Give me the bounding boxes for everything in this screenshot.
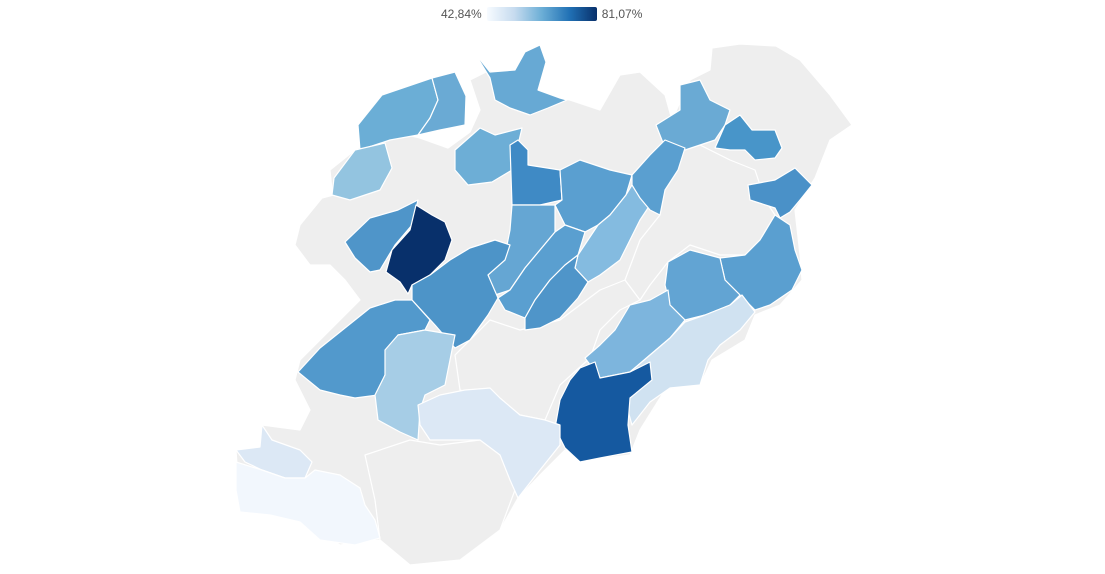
map-region-w-mid-blue[interactable] [344, 199, 419, 273]
map-region-s-pale[interactable] [417, 387, 561, 499]
map-region-grey-south[interactable] [364, 439, 516, 566]
map-region-c-blue-5[interactable] [524, 254, 589, 331]
map-region-n-west-inner[interactable] [417, 71, 467, 136]
map-region-se-dark[interactable] [554, 361, 653, 463]
map-region-ne-dark[interactable] [714, 114, 783, 161]
legend-min-label: 42,84% [441, 7, 482, 21]
map-region-e-blue[interactable] [631, 139, 686, 216]
map-region-ne-right[interactable] [747, 167, 813, 219]
legend-max-label: 81,07% [601, 7, 643, 21]
map-region-n-top[interactable] [473, 44, 568, 116]
legend-gradient-bar [486, 7, 597, 21]
color-legend: 42,84% 81,07% [441, 7, 642, 21]
map-region-w-small[interactable] [331, 142, 393, 201]
map-region-grey-east[interactable] [624, 144, 776, 301]
map-region-se-pale[interactable] [624, 294, 756, 426]
map-region-sw-palest[interactable] [235, 461, 381, 546]
map-region-sw-pale-edge[interactable] [235, 424, 313, 479]
